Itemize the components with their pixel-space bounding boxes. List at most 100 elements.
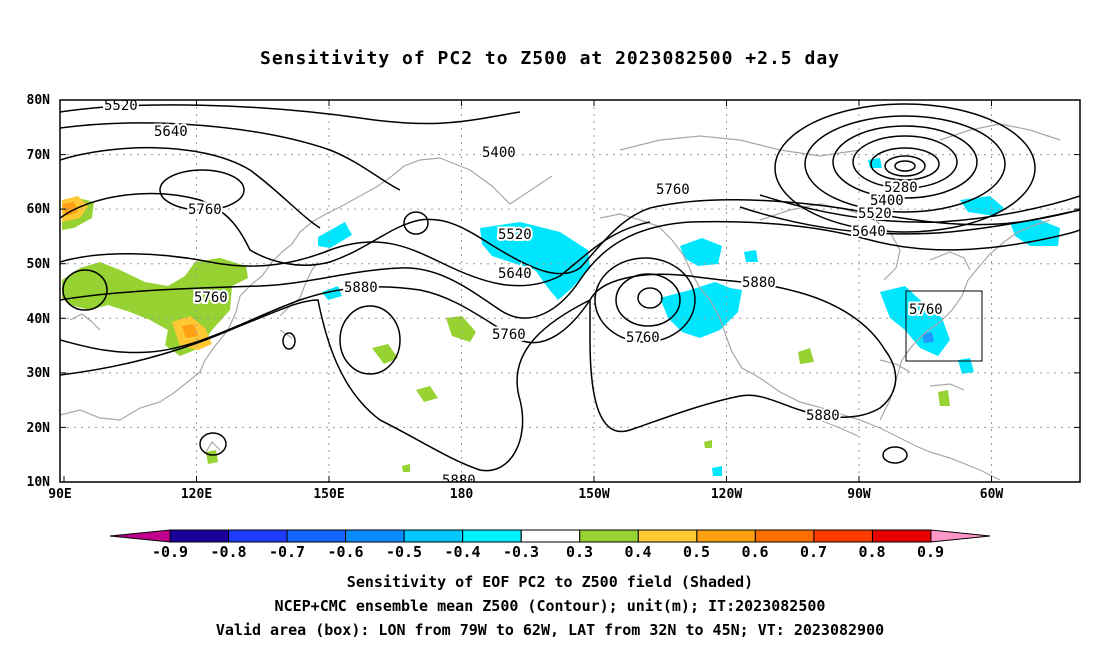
contour-label: 5880 (442, 473, 476, 489)
lat-label: 70N (27, 148, 51, 163)
map-frame (59, 99, 1081, 483)
lat-label: 20N (27, 421, 51, 436)
contour-label: 5640 (852, 224, 886, 240)
colorbar-box (871, 529, 932, 543)
colorbar-label: 0.4 (624, 543, 651, 561)
valid-area-box (905, 290, 983, 362)
contour-labels: 5520 5640 5760 5400 5760 5520 5640 5280 … (102, 98, 945, 489)
colorbar-box (403, 529, 464, 543)
shade-cyan-bc (680, 238, 722, 266)
shade-green-small-1 (206, 450, 218, 464)
colorbar-label: 0.8 (858, 543, 885, 561)
lat-labels: 80N 70N 60N 50N 40N 30N 20N 10N (27, 93, 51, 490)
shade-cyan-east-us (880, 286, 950, 356)
contour-label: 5640 (498, 266, 532, 282)
colorbar-box (637, 529, 698, 543)
contour-label: 5880 (344, 280, 378, 296)
shade-cyan-small-4 (712, 466, 722, 476)
colorbar-box (286, 529, 347, 543)
caption-valid-area: Valid area (box): LON from 79W to 62W, L… (215, 621, 885, 639)
colorbar-label: -0.9 (152, 543, 188, 561)
contour-label: 5760 (194, 290, 228, 306)
colorbar-label: -0.7 (269, 543, 305, 561)
caption-shading: Sensitivity of EOF PC2 to Z500 field (Sh… (346, 573, 754, 591)
colorbar-box (520, 529, 581, 543)
plot-title: Sensitivity of PC2 to Z500 at 2023082500… (259, 48, 840, 69)
shade-cyan-pacific-nw (318, 222, 352, 248)
lat-label: 10N (27, 475, 51, 490)
colorbar-box (228, 529, 288, 543)
colorbar-label: 0.6 (741, 543, 768, 561)
colorbar-labels: -0.9 -0.8 -0.7 -0.6 -0.5 -0.4 -0.3 0.3 0… (152, 543, 944, 561)
colorbar-box (754, 529, 815, 543)
contour-label: 5520 (858, 206, 892, 222)
colorbar-label: 0.3 (566, 543, 593, 561)
colorbar-label: -0.5 (386, 543, 422, 561)
lon-label: 180 (450, 487, 474, 502)
colorbar-boxes (169, 529, 932, 543)
lat-label: 30N (27, 366, 51, 381)
shade-cyan-small-5 (744, 250, 758, 262)
shade-green-small-2 (402, 464, 410, 472)
contour-label: 5880 (742, 275, 776, 291)
shade-cyan-us-west (660, 282, 742, 338)
sensitivity-shading (62, 158, 1060, 476)
shade-cyan-aleutian (480, 222, 590, 300)
shade-cyan-small-3 (958, 358, 974, 374)
lon-labels: 90E 120E 150E 180 150W 120W 90W 60W (48, 487, 1003, 502)
colorbar-box (169, 529, 230, 543)
colorbar-high-arrow (930, 529, 991, 543)
lon-label: 120E (181, 487, 212, 502)
colorbar-label: -0.3 (503, 543, 539, 561)
colorbar-box (813, 529, 873, 543)
colorbar-box (696, 529, 756, 543)
lon-label: 120W (711, 487, 742, 502)
lon-label: 150E (313, 487, 344, 502)
shade-cyan-atlantic-n (960, 196, 1004, 216)
shade-cyan-atlantic-ne (1010, 220, 1060, 246)
lat-lon-grid (60, 100, 1080, 482)
lon-label: 90E (48, 487, 71, 502)
contour-label: 5520 (104, 98, 138, 114)
colorbar-label: 0.5 (683, 543, 710, 561)
shade-orange-asia (182, 324, 198, 338)
z500-contours (60, 103, 1080, 472)
shade-green-atlantic (938, 390, 950, 406)
lon-label: 150W (578, 487, 609, 502)
colorbar-box (345, 529, 405, 543)
shade-cyan-small-2 (868, 158, 882, 168)
contour-label: 5760 (626, 330, 660, 346)
axis-ticks (60, 99, 1080, 483)
contour-label: 5400 (482, 145, 516, 161)
shade-cyan-small-1 (322, 286, 342, 300)
contour-label: 5760 (909, 302, 943, 318)
shade-green-pacific-1 (446, 316, 476, 342)
colorbar-box (462, 529, 522, 543)
lon-label: 90W (847, 487, 871, 502)
lon-label: 60W (980, 487, 1004, 502)
coastlines (60, 123, 1061, 481)
contour-label: 5640 (154, 124, 188, 140)
colorbar-box (579, 529, 639, 543)
colorbar-label: -0.6 (327, 543, 363, 561)
contour-label: 5760 (492, 327, 526, 343)
colorbar-label: -0.8 (210, 543, 246, 561)
shade-green-small-3 (704, 440, 712, 448)
contour-label: 5400 (870, 193, 904, 209)
shade-blue-east-us (922, 332, 934, 343)
contour-label: 5760 (656, 182, 690, 198)
shade-green-mexico (798, 348, 814, 364)
contour-label: 5520 (498, 227, 532, 243)
colorbar: -0.9 -0.8 -0.7 -0.6 -0.5 -0.4 -0.3 0.3 0… (109, 529, 991, 561)
lat-label: 40N (27, 312, 51, 327)
colorbar-low-arrow (109, 529, 171, 543)
lat-label: 50N (27, 257, 51, 272)
lat-label: 60N (27, 202, 51, 217)
contour-label: 5880 (806, 408, 840, 424)
lat-label: 80N (27, 93, 51, 108)
shade-green-pacific-2 (372, 344, 398, 364)
contour-label: 5760 (188, 202, 222, 218)
contour-label: 5280 (884, 180, 918, 196)
shade-green-pacific-3 (416, 386, 438, 402)
